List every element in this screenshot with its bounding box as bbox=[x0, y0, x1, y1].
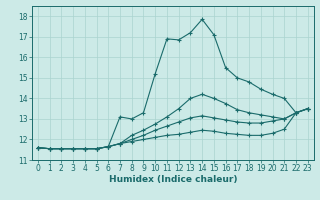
X-axis label: Humidex (Indice chaleur): Humidex (Indice chaleur) bbox=[108, 175, 237, 184]
